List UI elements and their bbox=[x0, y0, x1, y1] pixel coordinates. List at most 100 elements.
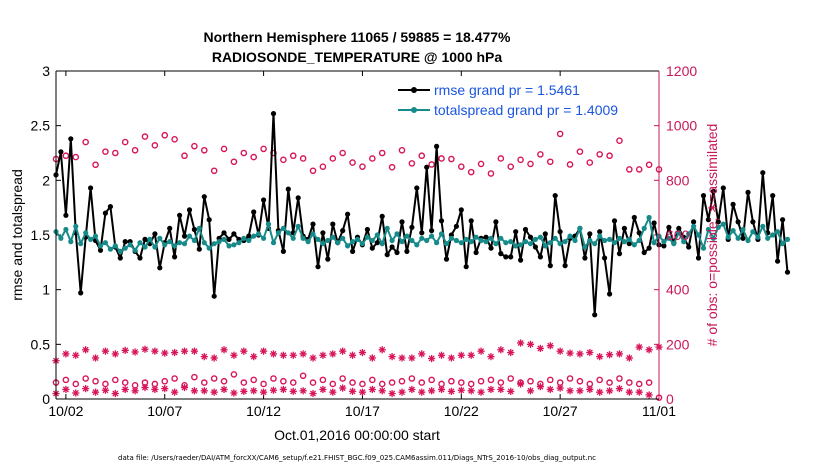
obs-possible-marker bbox=[576, 148, 584, 155]
x-tick-label: 10/22 bbox=[444, 403, 479, 419]
obs-possible-marker bbox=[467, 168, 475, 176]
spread-point bbox=[305, 239, 311, 245]
spread-point bbox=[448, 235, 454, 241]
spread-point bbox=[518, 242, 524, 248]
rmse-point bbox=[705, 217, 712, 223]
spread-point bbox=[458, 240, 464, 246]
obs-possible-marker bbox=[596, 151, 603, 158]
obs-assimilated-marker bbox=[457, 386, 465, 394]
obs-assimilated-marker bbox=[348, 387, 357, 395]
obs-assimilated-marker bbox=[625, 388, 633, 396]
obs-assimilated-marker bbox=[428, 387, 436, 395]
rmse-point bbox=[646, 245, 652, 251]
obs-possible-marker bbox=[151, 380, 159, 388]
obs-possible-marker bbox=[102, 380, 109, 388]
spread-point bbox=[434, 240, 440, 246]
rmse-point bbox=[177, 212, 183, 218]
obs-possible-marker bbox=[408, 375, 416, 382]
obs-possible-marker bbox=[329, 155, 337, 162]
obs-possible-marker bbox=[92, 161, 99, 169]
obs-possible-marker bbox=[388, 163, 396, 171]
spread-point bbox=[513, 243, 519, 249]
obs-possible-marker bbox=[161, 377, 169, 385]
obs-possible-marker bbox=[230, 371, 238, 378]
obs-possible-marker bbox=[102, 148, 109, 155]
spread-point bbox=[542, 243, 548, 249]
spread-point bbox=[177, 240, 183, 246]
rmse-point bbox=[345, 211, 351, 217]
obs-assimilated-marker bbox=[596, 353, 604, 361]
rmse-point bbox=[409, 224, 415, 230]
spread-point bbox=[83, 230, 89, 236]
obs-assimilated-marker bbox=[200, 387, 208, 395]
spread-point bbox=[755, 234, 761, 240]
obs-assimilated-marker bbox=[299, 350, 307, 358]
rmse-point bbox=[172, 254, 178, 260]
obs-possible-marker bbox=[457, 379, 465, 386]
obs-possible-marker bbox=[616, 375, 623, 382]
spread-point bbox=[231, 242, 237, 248]
obs-possible-marker bbox=[635, 380, 643, 388]
spread-point bbox=[300, 235, 306, 241]
spread-point bbox=[112, 243, 118, 249]
rmse-point bbox=[251, 209, 257, 215]
rmse-point bbox=[330, 221, 336, 227]
rmse-point bbox=[686, 244, 692, 250]
rmse-point bbox=[641, 249, 647, 256]
rmse-point bbox=[597, 229, 603, 235]
obs-assimilated-marker bbox=[447, 387, 456, 395]
obs-assimilated-marker bbox=[210, 388, 218, 396]
obs-possible-marker bbox=[191, 142, 198, 150]
obs-possible-marker bbox=[467, 380, 475, 388]
obs-possible-marker bbox=[487, 376, 495, 384]
spread-point bbox=[181, 241, 188, 247]
rmse-point bbox=[552, 193, 558, 199]
y-left-tick-label: 1 bbox=[42, 282, 50, 298]
obs-assimilated-marker bbox=[161, 349, 169, 357]
obs-assimilated-marker bbox=[507, 387, 515, 395]
spread-point bbox=[621, 239, 628, 245]
obs-possible-marker bbox=[329, 380, 337, 388]
obs-assimilated-marker bbox=[566, 387, 574, 395]
obs-possible-marker bbox=[319, 376, 327, 384]
legend-spread-marker bbox=[411, 107, 417, 113]
obs-possible-marker bbox=[121, 138, 129, 146]
rmse-point bbox=[424, 164, 430, 170]
spread-point bbox=[651, 240, 657, 246]
obs-assimilated-marker bbox=[487, 353, 495, 361]
obs-assimilated-marker bbox=[141, 383, 149, 392]
obs-possible-marker bbox=[645, 379, 653, 386]
obs-possible-marker bbox=[428, 161, 435, 168]
obs-assimilated-marker bbox=[319, 351, 327, 359]
obs-possible-marker bbox=[378, 149, 386, 157]
obs-assimilated-marker bbox=[596, 388, 604, 396]
spread-point bbox=[127, 242, 133, 248]
obs-assimilated-marker bbox=[586, 348, 594, 357]
spread-point bbox=[369, 237, 375, 244]
spread-point bbox=[280, 225, 286, 231]
rmse-point bbox=[374, 240, 380, 246]
obs-assimilated-marker bbox=[279, 351, 287, 359]
spread-point bbox=[532, 236, 539, 242]
obs-possible-marker bbox=[141, 133, 149, 140]
spread-point bbox=[270, 240, 277, 246]
rmse-point bbox=[404, 248, 410, 254]
obs-assimilated-marker bbox=[82, 385, 90, 393]
rmse-point bbox=[186, 207, 193, 213]
spread-point bbox=[354, 236, 361, 242]
obs-assimilated-marker bbox=[487, 385, 495, 394]
obs-possible-marker bbox=[398, 377, 406, 385]
obs-possible-marker bbox=[626, 166, 633, 173]
spread-point bbox=[399, 239, 405, 245]
x-axis-label: Oct.01,2016 00:00:00 start bbox=[274, 427, 440, 443]
spread-point bbox=[211, 241, 217, 247]
spread-point bbox=[429, 233, 435, 239]
spread-point bbox=[503, 240, 509, 246]
rmse-point bbox=[473, 249, 479, 256]
obs-assimilated-marker bbox=[230, 389, 238, 397]
spread-point bbox=[582, 244, 588, 250]
obs-possible-marker bbox=[556, 379, 564, 386]
obs-assimilated-marker bbox=[586, 385, 594, 394]
rmse-point bbox=[582, 255, 588, 261]
obs-possible-marker bbox=[359, 163, 366, 170]
